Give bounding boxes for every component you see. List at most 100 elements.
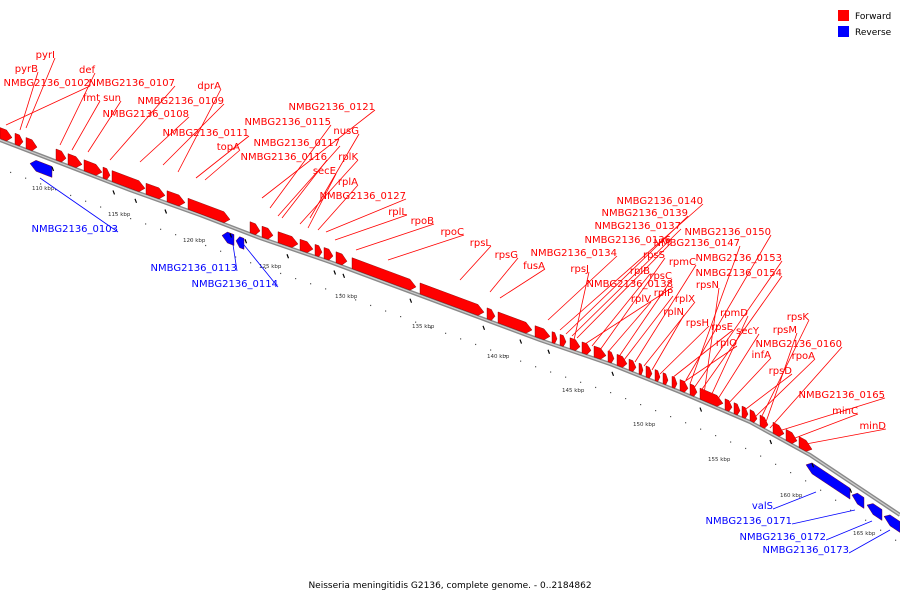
forward-gene-label-46: NMBG2136_0147 [654,238,740,249]
forward-gene-label-33-leader [584,286,674,345]
reverse-gene-arrow-5 [866,503,883,521]
scale-dot [700,428,702,430]
gene-features [0,127,900,533]
forward-gene-label-39-leader [634,264,697,363]
forward-gene-label-2: NMBG2136_0102 [4,78,90,89]
scale-dot [475,343,477,346]
scale-dot [175,234,177,236]
forward-gene-label-1-leader [19,71,39,131]
forward-gene-label-5-leader [87,100,122,153]
scale-dot [220,250,222,252]
forward-gene-label-19-leader [317,184,359,231]
forward-gene-arrow-15 [314,244,323,257]
forward-gene-arrow-24 [559,334,567,347]
scale-dot [25,177,27,179]
scale-dot [685,422,687,424]
kbp-ticks: 110 kbp 115 kbp 120 kbp 125 kbp 130 kbp 135 k… [10,171,897,541]
forward-gene-label-22: rpoB [411,216,435,227]
forward-gene-label-35-leader [599,257,666,351]
scale-dot [145,223,147,225]
scale-dot [580,381,582,383]
scale-dot [775,463,777,465]
reverse-gene-label-5: NMBG2136_0172 [740,532,826,543]
forward-gene-label-33: NMBG2136_0138 [587,279,673,290]
feature-mark-6 [286,254,290,259]
forward-gene-label-38-leader [623,295,674,361]
tick-label: 125 kbp [259,264,282,270]
forward-gene-label-4: fmt [83,93,100,104]
tick-label: 155 kbp [708,457,731,463]
scale-dot [880,529,882,531]
tick-label: 110 kbp [32,186,55,192]
forward-gene-arrow-25 [569,337,581,351]
forward-gene-label-34-leader [591,273,651,347]
legend-label-reverse: Reverse [855,28,892,38]
forward-gene-label-7-leader [177,88,222,173]
scale-dot [895,539,897,541]
scale-dot [535,366,537,368]
forward-gene-label-57-leader [769,346,843,429]
forward-gene-label-37: rpsC [649,271,672,282]
forward-gene-arrow-7 [111,170,146,192]
reverse-gene-arrow-0 [29,160,53,178]
forward-gene-label-7: dprA [197,81,221,92]
scale-dot [190,239,192,241]
feature-mark-17 [849,488,853,493]
forward-gene-label-21: rplL [388,207,407,218]
scale-dot [550,371,552,373]
feature-mark-0 [51,166,55,172]
reverse-gene-label-1: NMBG2136_0113 [151,263,237,274]
forward-gene-arrow-11 [249,221,261,236]
feature-mark-13 [611,371,615,377]
forward-gene-label-37-leader [617,278,673,359]
forward-gene-arrow-28 [607,350,615,364]
forward-gene-label-12-leader [261,109,376,199]
forward-gene-label-39: rpmC [669,257,696,268]
forward-gene-label-32: rpsJ [570,264,589,275]
forward-gene-label-58: NMBG2136_0165 [799,390,885,401]
scale-dot [40,183,42,185]
forward-gene-label-11: topA [217,142,240,153]
forward-gene-label-36: rplV [631,294,651,305]
forward-gene-label-59: minC [832,406,858,417]
gene-labels: pyrI pyrB NMBG2136_0102 def fmt sun NMBG2136_0… [4,50,887,556]
legend: Forward Reverse [838,10,892,38]
forward-gene-arrow-26 [581,341,592,355]
scale-dot [565,376,567,378]
forward-gene-label-34: rplB [630,266,650,277]
forward-gene-label-42: rpsH [686,318,709,329]
forward-gene-label-28: NMBG2136_0139 [602,208,688,219]
legend-label-forward: Forward [855,12,891,22]
tick-label: 115 kbp [108,212,131,218]
forward-gene-label-60-leader [805,428,887,445]
forward-gene-label-0: pyrI [36,50,55,61]
feature-mark-2 [134,198,138,203]
forward-gene-label-50-leader [709,315,749,399]
forward-gene-arrow-35 [671,376,678,389]
forward-gene-label-15-leader [277,145,341,217]
scale-dot [850,509,852,511]
forward-gene-label-26: fusA [523,261,545,272]
tick-label: 130 kbp [335,294,358,300]
forward-gene-label-24-leader [459,245,492,281]
forward-gene-label-20-leader [325,198,407,233]
forward-gene-arrow-37 [689,383,698,397]
reverse-gene-label-0: NMBG2136_0103 [32,224,118,235]
forward-gene-label-13-leader [269,124,332,209]
scale-dot [790,472,792,474]
feature-mark-8 [342,273,346,279]
reverse-gene-label-3: valS [752,501,773,512]
tick-label: 150 kbp [633,422,656,428]
forward-gene-label-15: NMBG2136_0117 [254,138,340,149]
forward-gene-arrow-8 [145,182,166,200]
scale-dot [460,338,462,340]
reverse-gene-label-6-leader [848,529,891,554]
forward-gene-arrow-1 [14,132,24,147]
forward-gene-label-51: secY [736,326,760,337]
reverse-gene-arrow-6 [883,514,900,533]
scale-dot [280,272,282,275]
forward-gene-arrow-21 [497,311,533,334]
forward-gene-arrow-16 [323,247,334,261]
scale-dot [805,480,807,482]
forward-gene-label-30-leader [576,242,672,339]
